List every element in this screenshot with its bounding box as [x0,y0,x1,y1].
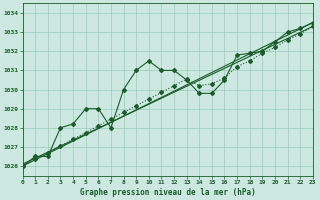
X-axis label: Graphe pression niveau de la mer (hPa): Graphe pression niveau de la mer (hPa) [80,188,256,197]
